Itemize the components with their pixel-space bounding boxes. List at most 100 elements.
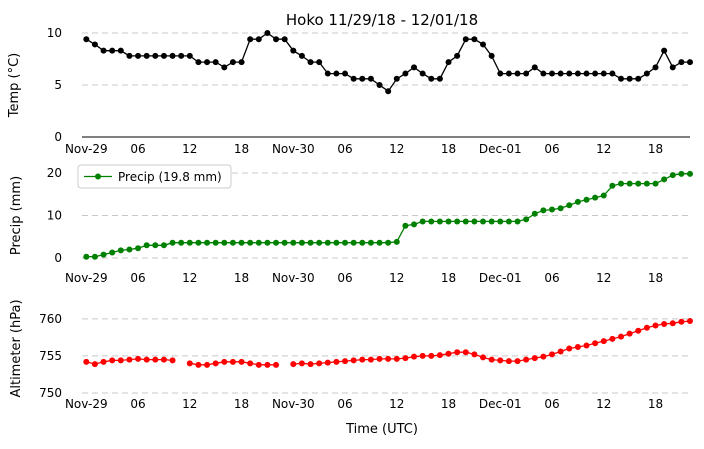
data-point (428, 352, 435, 359)
data-point (109, 357, 116, 364)
data-point (583, 196, 590, 203)
data-point (376, 239, 383, 246)
data-point (333, 358, 340, 365)
data-point (488, 218, 495, 225)
data-point (376, 82, 383, 88)
data-point (583, 342, 590, 349)
data-point (160, 242, 167, 249)
data-point (436, 352, 443, 359)
data-point (592, 70, 599, 77)
data-point (436, 75, 443, 82)
x-tick-label: Nov-30 (272, 397, 315, 411)
data-point (100, 358, 107, 365)
data-point (626, 180, 633, 187)
data-point (549, 206, 556, 213)
data-point (178, 52, 185, 59)
data-point (687, 59, 693, 66)
data-point (643, 180, 650, 187)
data-point (471, 218, 478, 225)
data-point (109, 249, 116, 256)
data-point (480, 354, 487, 361)
x-tick-label: 12 (182, 142, 197, 156)
data-point (169, 239, 176, 246)
data-point (117, 247, 124, 254)
data-point (583, 70, 590, 77)
data-point (117, 47, 124, 54)
data-point (350, 357, 357, 364)
data-point (273, 239, 280, 246)
data-point (316, 59, 323, 66)
data-point (454, 349, 461, 356)
x-tick-label: 18 (234, 142, 249, 156)
data-point (661, 47, 668, 54)
data-point (195, 59, 202, 66)
data-point (523, 216, 530, 223)
data-point (83, 358, 90, 365)
data-point (454, 52, 461, 59)
x-tick-label: 06 (130, 142, 145, 156)
data-point (635, 75, 642, 82)
data-point (212, 360, 219, 367)
data-point (91, 361, 98, 368)
data-point (273, 36, 280, 43)
data-point (143, 242, 150, 249)
data-point (462, 36, 469, 43)
data-point (298, 52, 305, 59)
data-point (678, 59, 685, 66)
data-point (393, 75, 400, 82)
x-tick-label: 06 (544, 142, 559, 156)
data-point (298, 360, 305, 367)
data-point (669, 172, 676, 179)
data-point (255, 239, 262, 246)
data-point (204, 239, 211, 246)
data-point (247, 36, 254, 43)
data-point (160, 52, 167, 59)
data-point (592, 340, 599, 347)
panel-3: 750 755 760 Altimeter (hPa) Nov-29 06 12 18 Nov-… (9, 299, 693, 437)
data-point (488, 356, 495, 363)
x-tick-label: 18 (441, 397, 456, 411)
data-point (419, 70, 426, 77)
data-point (152, 356, 159, 363)
data-point (255, 36, 262, 43)
data-point (135, 245, 142, 252)
data-point (135, 355, 142, 362)
data-point (574, 198, 581, 205)
data-point (117, 357, 124, 364)
x-tick-label: 12 (596, 271, 611, 285)
data-point (221, 358, 228, 365)
y-tick-label: 0 (54, 130, 62, 144)
data-point (436, 218, 443, 225)
data-point (264, 361, 271, 368)
data-point (687, 318, 693, 325)
data-point (393, 238, 400, 245)
data-point (169, 357, 176, 364)
data-point (350, 239, 357, 246)
x-tick-label: 12 (596, 142, 611, 156)
data-point (600, 338, 607, 345)
x-tick-label: 12 (389, 397, 404, 411)
x-tick-label: Dec-01 (479, 271, 522, 285)
data-point (531, 64, 538, 71)
x-tick-label: 12 (182, 271, 197, 285)
data-point (367, 356, 374, 363)
data-point (126, 356, 133, 363)
data-point (445, 59, 452, 66)
x-tick-label: 18 (648, 142, 663, 156)
data-point (376, 355, 383, 362)
data-point (643, 324, 650, 331)
data-point (428, 218, 435, 225)
data-point (385, 355, 392, 362)
x-tick-label: Nov-29 (65, 397, 108, 411)
data-point (514, 358, 521, 365)
x-tick-label: Dec-01 (479, 397, 522, 411)
data-point (419, 352, 426, 359)
data-point (574, 344, 581, 351)
data-point (454, 218, 461, 225)
legend: Precip (19.8 mm) (77, 164, 232, 189)
data-point (186, 52, 193, 59)
data-point (566, 345, 573, 352)
data-point (212, 59, 219, 66)
data-point (661, 176, 668, 183)
data-point (367, 75, 374, 82)
